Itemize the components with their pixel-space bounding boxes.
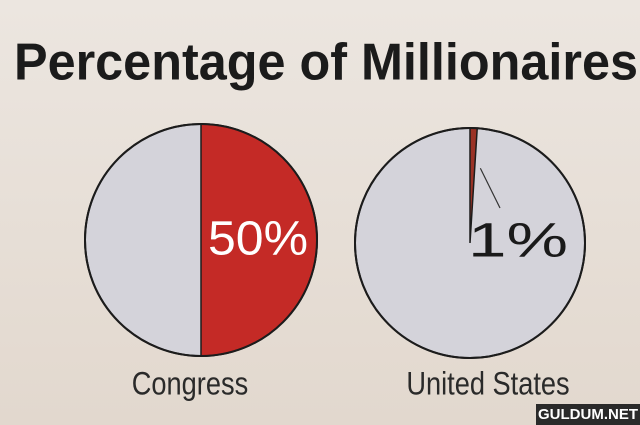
watermark-box xyxy=(536,404,640,425)
watermark: GULDUM.NET xyxy=(538,406,638,423)
chart-title: Percentage of Millionaires xyxy=(14,34,638,92)
leader-line xyxy=(479,168,501,209)
value-label: 50% xyxy=(208,213,308,266)
pie-outline xyxy=(84,123,318,357)
category-label: Congress xyxy=(132,366,248,402)
pie-outline xyxy=(354,127,586,359)
value-label: 1% xyxy=(468,215,568,268)
category-label: United States xyxy=(406,366,569,402)
